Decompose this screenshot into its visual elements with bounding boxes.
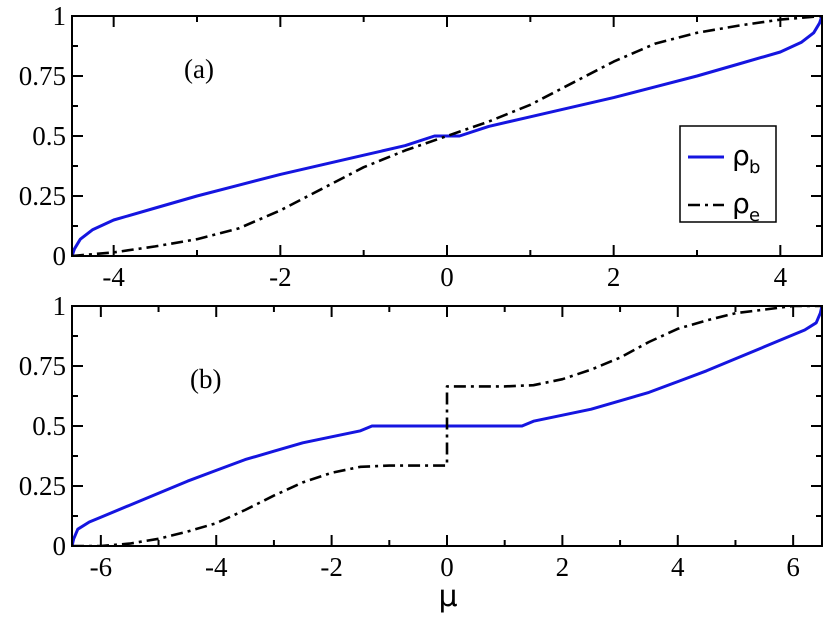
x-tick-label: 2 [607,262,621,292]
panel-label: (b) [190,364,221,394]
x-tick-label: -2 [320,552,343,582]
y-tick-label: 0.75 [19,61,66,91]
x-tick-label: 6 [786,552,800,582]
legend-subscript: e [749,205,760,226]
y-tick-label: 0 [53,241,67,271]
panel-a: -4 -2 0 2 400.250.50.751(a)ρ bρ e [19,1,823,292]
x-tick-label: 2 [556,552,570,582]
legend-subscript: b [749,157,760,178]
y-tick-label: 0.75 [19,351,66,381]
series-group [72,306,822,546]
legend-symbol: ρ [732,187,750,220]
legend: ρ bρ e [679,125,777,226]
x-tick-label: 4 [774,262,788,292]
panel-label: (a) [184,54,214,84]
y-tick-label: 0 [53,531,67,561]
legend-symbol: ρ [732,139,750,172]
x-tick-label: -6 [90,552,113,582]
series-group [72,16,822,256]
x-tick-label: 0 [440,262,454,292]
y-tick-label: 0.25 [19,181,66,211]
x-tick-label: 0 [440,552,454,582]
y-tick-label: 0.5 [32,411,66,441]
x-tick-label: -2 [269,262,292,292]
x-tick-label: -4 [205,552,228,582]
y-tick-label: 0.25 [19,471,66,501]
x-tick-label: -4 [102,262,125,292]
x-tick-label: 4 [671,552,685,582]
y-tick-label: 0.5 [32,121,66,151]
x-axis-label: μ [438,579,457,614]
series-line-rho-b [72,16,822,256]
y-tick-label: 1 [53,291,67,321]
series-line-rho-e [72,306,822,546]
legend-box [679,125,777,223]
y-tick-label: 1 [53,1,67,31]
series-line-rho-e [72,16,822,256]
panel-b: -6 -4 -2 0 2 4 6 0 0.25 0.5 0.75 1 (b) μ [19,291,823,614]
